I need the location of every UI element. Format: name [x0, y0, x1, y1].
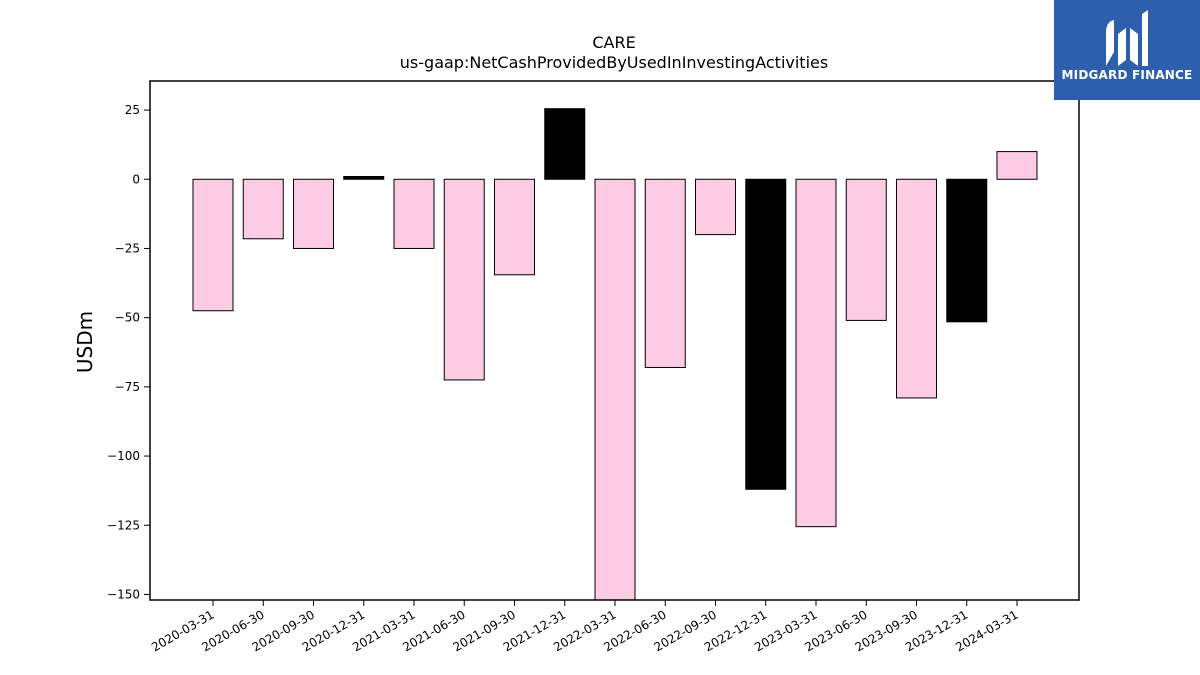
plot-frame [149, 80, 1080, 601]
y-tick-label: −25 [115, 241, 140, 255]
x-axis-ticks: 2020-03-312020-06-302020-09-302020-12-31… [149, 600, 1021, 654]
bar-2021-12-31 [544, 108, 586, 180]
bar-2020-12-31 [343, 175, 385, 180]
bar-2023-06-30 [845, 178, 887, 321]
y-axis-label: USDm [73, 311, 97, 373]
bar-2023-12-31 [946, 178, 988, 323]
y-tick-label: −150 [107, 587, 140, 601]
bar-2023-03-31 [795, 178, 837, 528]
y-tick-label: −75 [115, 380, 140, 394]
bar-2023-09-30 [896, 178, 937, 399]
bar-2020-06-30 [242, 178, 284, 240]
chart-subtitle: us-gaap:NetCashProvidedByUsedInInvesting… [400, 53, 828, 72]
bar-2021-06-30 [443, 178, 485, 381]
bar-2022-12-31 [745, 178, 787, 490]
bar-2021-09-30 [494, 178, 535, 276]
bar-2022-09-30 [695, 178, 736, 236]
y-tick-label: 0 [132, 172, 140, 186]
bar-2020-09-30 [293, 178, 334, 249]
y-axis-ticks: 25 0 −25 −50 −75 −100 −125 −150 [107, 103, 150, 601]
bar-2021-03-31 [393, 178, 435, 249]
y-tick-label: −125 [107, 518, 140, 532]
brand-name: MIDGARD FINANCE [1061, 68, 1193, 82]
bar-2020-03-31 [192, 178, 234, 312]
bars-group [192, 108, 1038, 601]
bar-2022-03-31 [594, 178, 636, 601]
logo-mark-icon [1106, 10, 1148, 66]
bar-2022-06-30 [644, 178, 686, 368]
y-tick-label: 25 [125, 103, 140, 117]
y-tick-label: −50 [115, 311, 140, 325]
y-tick-label: −100 [107, 449, 140, 463]
brand-logo: MIDGARD FINANCE [1054, 0, 1200, 100]
chart-title: CARE [592, 33, 635, 52]
bar-2024-03-31 [996, 151, 1038, 180]
